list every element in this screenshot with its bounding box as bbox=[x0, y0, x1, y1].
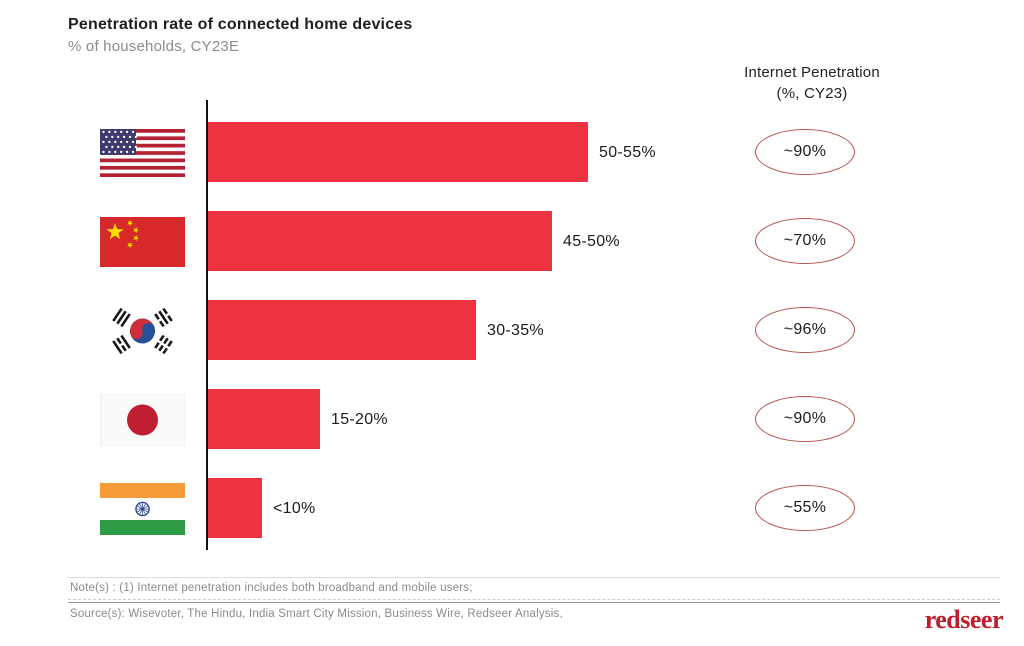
note-text: Note(s) : (1) Internet penetration inclu… bbox=[70, 582, 473, 594]
bar-japan bbox=[208, 389, 320, 449]
divider-above-notes bbox=[68, 577, 1000, 578]
internet-penetration-badge-usa: ~90% bbox=[755, 129, 855, 175]
bar-china bbox=[208, 211, 552, 271]
bar-value-label-india: <10% bbox=[273, 499, 316, 517]
usa-flag bbox=[100, 108, 185, 197]
bar-value-label-china: 45-50% bbox=[563, 232, 620, 250]
chart-row-india: <10% ~55% bbox=[0, 464, 1024, 553]
chart-title: Penetration rate of connected home devic… bbox=[68, 16, 413, 33]
chart-row-china: 45-50% ~70% bbox=[0, 197, 1024, 286]
internet-penetration-badge-india: ~55% bbox=[755, 485, 855, 531]
bar-value-label-south-korea: 30-35% bbox=[487, 321, 544, 339]
title-block: Penetration rate of connected home devic… bbox=[68, 16, 413, 55]
chart-row-usa: 50-55% ~90% bbox=[0, 108, 1024, 197]
bar-usa bbox=[208, 122, 588, 182]
bar-value-label-usa: 50-55% bbox=[599, 143, 656, 161]
internet-penetration-badge-china: ~70% bbox=[755, 218, 855, 264]
japan-flag bbox=[100, 375, 185, 464]
right-header-line1: Internet Penetration bbox=[744, 64, 880, 81]
internet-penetration-badge-japan: ~90% bbox=[755, 396, 855, 442]
divider-solid bbox=[68, 602, 1000, 603]
bar-value-label-japan: 15-20% bbox=[331, 410, 388, 428]
chart-row-japan: 15-20% ~90% bbox=[0, 375, 1024, 464]
chart-rows: 50-55% ~90% 45-50% ~70% 30-35% ~96% 15-20% ~90%… bbox=[0, 108, 1024, 553]
china-flag bbox=[100, 197, 185, 286]
india-flag bbox=[100, 464, 185, 553]
chart-row-south-korea: 30-35% ~96% bbox=[0, 286, 1024, 375]
redseer-logo: redseer bbox=[924, 605, 1004, 634]
internet-penetration-badge-south-korea: ~96% bbox=[755, 307, 855, 353]
source-text: Source(s): Wisevoter, The Hindu, India S… bbox=[70, 608, 563, 620]
bar-india bbox=[208, 478, 262, 538]
internet-penetration-column-header: Internet Penetration (%, CY23) bbox=[712, 62, 912, 104]
bar-south-korea bbox=[208, 300, 476, 360]
south-korea-flag bbox=[100, 286, 185, 375]
chart-subtitle: % of households, CY23E bbox=[68, 38, 240, 55]
y-axis-line bbox=[206, 100, 208, 550]
divider-dashed bbox=[68, 599, 1000, 600]
right-header-line2: (%, CY23) bbox=[776, 85, 848, 102]
